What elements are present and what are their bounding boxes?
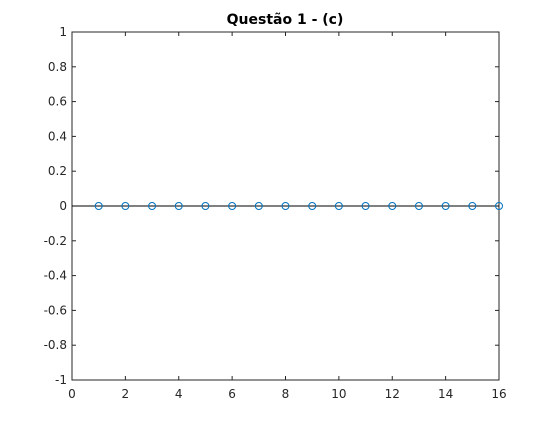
x-tick-label: 6 xyxy=(228,387,236,401)
x-tick-label: 8 xyxy=(282,387,290,401)
x-tick-label: 2 xyxy=(122,387,130,401)
x-tick-label: 4 xyxy=(175,387,183,401)
y-tick-label: -0.6 xyxy=(44,303,67,317)
y-tick-label: -0.2 xyxy=(44,234,67,248)
y-tick-label: 0.6 xyxy=(48,95,67,109)
y-tick-label: 0.4 xyxy=(48,129,67,143)
y-tick-label: -1 xyxy=(55,373,67,387)
y-tick-label: -0.8 xyxy=(44,338,67,352)
y-tick-label: 0 xyxy=(59,199,67,213)
x-tick-label: 14 xyxy=(438,387,453,401)
x-tick-label: 16 xyxy=(491,387,506,401)
y-tick-label: 0.2 xyxy=(48,164,67,178)
chart-title: Questão 1 - (c) xyxy=(227,12,344,28)
x-tick-label: 0 xyxy=(68,387,76,401)
y-tick-label: -0.4 xyxy=(44,269,67,283)
y-tick-label: 1 xyxy=(59,25,67,39)
x-tick-label: 12 xyxy=(385,387,400,401)
y-tick-label: 0.8 xyxy=(48,60,67,74)
x-tick-label: 10 xyxy=(331,387,346,401)
